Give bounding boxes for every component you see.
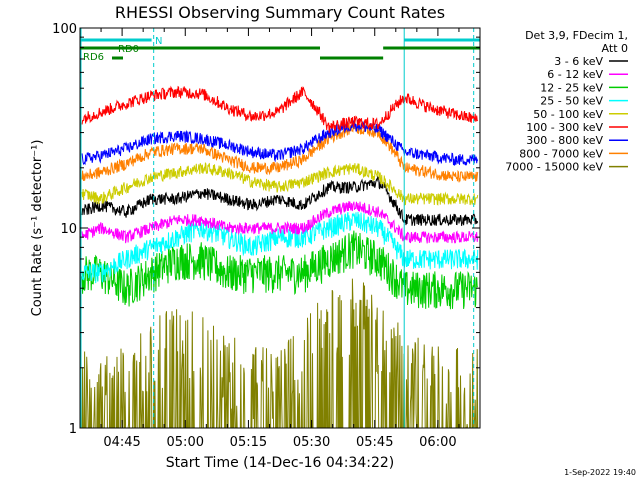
- y-axis: 1 10 100: [52, 22, 480, 437]
- series-line-4: [81, 162, 479, 206]
- series-line-7: [81, 121, 479, 183]
- legend-header-0: Det 3,9, FDecim 1,: [525, 29, 628, 42]
- x-tick-label-0: 04:45: [103, 435, 140, 450]
- legend-label-2: 12 - 25 keV: [540, 81, 603, 94]
- x-tick-label-1: 05:00: [167, 435, 204, 450]
- chart-title: RHESSI Observing Summary Count Rates: [115, 3, 445, 22]
- legend-label-7: 800 - 7000 keV: [519, 147, 603, 160]
- x-tick-label-5: 06:00: [419, 435, 456, 450]
- y-tick-label-1: 10: [60, 222, 77, 237]
- x-tick-label-2: 05:15: [230, 435, 267, 450]
- annotation-rd6: RD6: [83, 52, 104, 63]
- annotation-rd0: RD0: [118, 44, 139, 55]
- x-axis-label: Start Time (14-Dec-16 04:34:22): [166, 455, 394, 471]
- annotation-layer: RD0 RD6 N: [80, 28, 480, 428]
- y-tick-label-2: 100: [52, 22, 77, 37]
- timestamp: 1-Sep-2022 19:40: [564, 468, 636, 477]
- x-tick-label-4: 05:45: [356, 435, 393, 450]
- series-line-8: [81, 278, 479, 428]
- x-axis: 04:45 05:00 05:15 05:30 05:45 06:00: [100, 28, 481, 450]
- series-line-2: [81, 230, 479, 310]
- legend-label-5: 100 - 300 keV: [526, 121, 603, 134]
- series-line-1: [81, 201, 479, 244]
- legend-label-4: 50 - 100 keV: [533, 108, 603, 121]
- legend-label-3: 25 - 50 keV: [540, 95, 603, 108]
- legend-label-8: 7000 - 15000 keV: [505, 161, 603, 174]
- series-line-3: [81, 211, 479, 284]
- legend-label-6: 300 - 800 keV: [526, 134, 603, 147]
- series-group: [81, 85, 479, 428]
- series-line-0: [81, 175, 479, 227]
- legend-header-1: Att 0: [602, 42, 628, 55]
- series-line-6: [81, 119, 479, 167]
- legend-label-1: 6 - 12 keV: [547, 68, 603, 81]
- annotation-n: N: [155, 36, 162, 47]
- y-tick-label-0: 1: [69, 422, 77, 437]
- plot-area: [81, 85, 479, 428]
- series-line-5: [81, 85, 479, 133]
- legend-label-0: 3 - 6 keV: [554, 55, 603, 68]
- x-tick-label-3: 05:30: [293, 435, 330, 450]
- y-axis-label: Count Rate (s⁻¹ detector⁻¹): [30, 140, 45, 317]
